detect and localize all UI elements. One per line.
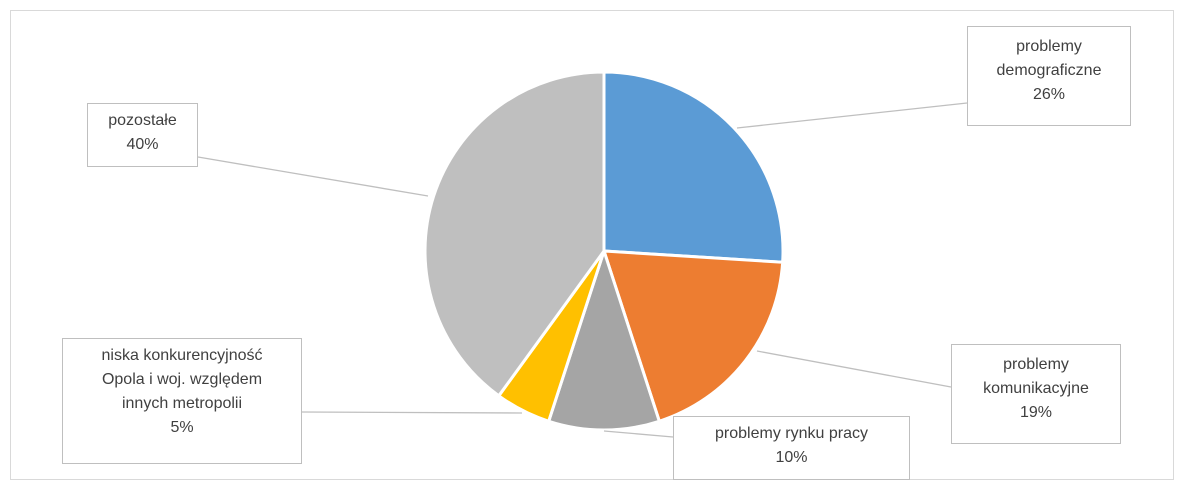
leader-line-problemy-demograficzne [736,102,968,129]
label-line: demograficzne [996,62,1102,79]
slices-layer [423,70,785,432]
data-label-pozostale: pozostałe 40% [87,103,198,167]
leader-lines-layer [197,102,968,438]
leader-line-problemy-komunikacyjne [756,350,952,388]
label-percent: 10% [775,449,808,466]
leader-line-pozostale [197,156,429,197]
label-line: niska konkurencyjność [101,347,263,364]
label-percent: 26% [1032,86,1066,103]
leader-line-problemy-rynku-pracy [603,430,674,438]
label-line: problemy rynku pracy [715,425,868,442]
slice-problemy-komunikacyjne [602,249,785,423]
slice-problemy-rynku-pracy [547,249,661,432]
label-percent: 19% [1019,404,1053,421]
label-line: problemy [1016,38,1082,55]
data-label-problemy-rynku-pracy: problemy rynku pracy 10% [673,416,910,480]
label-percent: 5% [170,419,194,436]
data-label-problemy-komunikacyjne: problemy komunikacyjne 19% [951,344,1121,444]
label-line: problemy [1003,356,1069,373]
label-line: pozostałe [108,112,177,129]
data-label-problemy-demograficzne: problemy demograficzne 26% [967,26,1131,126]
label-line: Opola i woj. względem [101,371,263,388]
slice-problemy-demograficzne [602,70,785,264]
label-line: komunikacyjne [983,380,1089,397]
data-label-niska-konkurencyjnosc: niska konkurencyjność Opola i woj. wzglę… [62,338,302,464]
label-percent: 40% [126,136,159,153]
label-line: innych metropolii [121,395,243,412]
slice-pozostale [423,70,606,398]
leader-line-niska-konkurencyjnosc [301,411,523,414]
